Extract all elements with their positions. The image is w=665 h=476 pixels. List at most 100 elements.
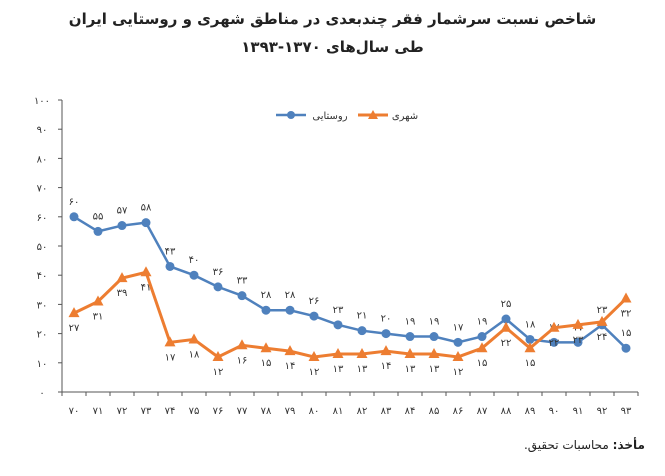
y-tick-label: ۰ [39,388,44,399]
rural-point [621,343,631,353]
urban-point [116,272,128,283]
urban-data-label: ۱۸ [189,349,200,360]
urban-point [428,348,440,359]
urban-point [404,348,416,359]
x-tick-label: ۸۷ [477,406,488,417]
x-tick-label: ۸۵ [429,406,440,417]
x-tick-label: ۸۰ [309,406,320,417]
rural-data-label: ۱۹ [477,317,488,328]
y-tick-label: ۲۰ [37,330,48,341]
y-tick-label: ۹۰ [37,125,48,136]
y-tick-label: ۶۰ [37,213,48,224]
rural-data-label: ۵۷ [117,206,128,217]
x-tick-label: ۸۸ [501,406,512,417]
series-line-urban [73,270,628,359]
urban-point [620,292,632,303]
urban-point [212,350,224,361]
y-tick-label: ۷۰ [37,184,48,195]
urban-data-label: ۲۲ [501,338,512,349]
rural-point [285,305,295,315]
x-tick-label: ۷۶ [213,406,224,417]
urban-data-label: ۱۳ [357,364,368,375]
urban-data-label: ۱۲ [309,367,320,378]
rural-data-label: ۵۵ [93,211,104,222]
urban-data-label: ۱۲ [453,367,464,378]
urban-point [308,350,320,361]
y-tick-label: ۱۰ [37,359,48,370]
urban-point [380,345,392,356]
rural-point [501,314,511,324]
x-tick-label: ۸۶ [453,406,464,417]
urban-data-label: ۱۲ [213,367,224,378]
rural-data-label: ۲۸ [285,290,296,301]
x-tick-label: ۷۲ [117,406,128,417]
rural-point [117,221,127,231]
rural-point [453,337,463,347]
legend-rural-marker [287,111,295,119]
x-tick-label: ۹۱ [573,406,584,417]
urban-data-label: ۲۳ [573,335,584,346]
rural-data-label: ۱۵ [621,328,632,339]
rural-point [405,332,415,342]
x-tick-label: ۸۴ [405,406,416,417]
x-tick-label: ۸۳ [381,406,392,417]
urban-data-label: ۱۳ [333,364,344,375]
rural-data-label: ۲۵ [501,299,512,310]
rural-point [333,320,343,330]
rural-data-label: ۱۸ [525,319,536,330]
rural-data-label: ۱۹ [429,317,440,328]
urban-point [596,315,608,326]
urban-point [188,333,200,344]
urban-point [356,348,368,359]
rural-data-label: ۲۱ [357,311,368,322]
y-tick-label: ۳۰ [37,300,48,311]
source-label: مأخذ: [612,438,645,452]
urban-data-label: ۳۱ [93,311,104,322]
source-text: محاسبات تحقیق. [523,438,609,452]
source-note: مأخذ: محاسبات تحقیق. [524,438,645,452]
rural-point [93,226,103,236]
x-tick-label: ۸۹ [525,406,536,417]
chart-subtitle: طی سال‌های ۱۳۷۰-۱۳۹۳ [241,38,424,56]
urban-data-label: ۱۳ [429,364,440,375]
y-tick-label: ۸۰ [37,154,48,165]
urban-point [164,336,176,347]
rural-point [429,332,439,342]
urban-data-label: ۱۴ [381,361,392,372]
rural-data-label: ۴۰ [189,255,200,266]
rural-point [165,261,175,271]
x-tick-label: ۷۸ [261,406,272,417]
urban-data-label: ۱۷ [165,352,176,363]
x-tick-label: ۷۵ [189,406,200,417]
urban-point [68,307,80,318]
urban-point [476,342,488,353]
rural-point [573,337,583,347]
urban-data-label: ۲۷ [69,323,80,334]
rural-point [477,332,487,342]
rural-point [549,337,559,347]
urban-point [524,342,536,353]
series-line-rural [73,215,627,350]
rural-data-label: ۲۳ [333,305,344,316]
rural-point [141,218,151,228]
rural-point [261,305,271,315]
urban-data-label: ۳۲ [621,309,632,320]
rural-data-label: ۳۶ [213,267,224,278]
chart-title: شاخص نسبت سرشمار فقر چندبعدی در مناطق شه… [68,10,597,28]
legend-urban-marker [368,110,378,119]
x-tick-label: ۷۰ [69,406,80,417]
urban-point [548,321,560,332]
x-tick-label: ۷۴ [165,406,176,417]
rural-point [189,270,199,280]
y-tick-label: ۴۰ [37,271,48,282]
x-tick-label: ۷۷ [237,406,248,417]
urban-data-label: ۱۵ [261,358,272,369]
urban-data-label: ۲۴ [597,332,608,343]
urban-data-label: ۴۱ [141,282,152,293]
x-tick-label: ۷۹ [285,406,296,417]
rural-point [525,334,535,344]
urban-data-label: ۳۹ [117,288,128,299]
urban-point [452,350,464,361]
y-tick-label: ۱۰۰ [34,96,50,107]
rural-data-label: ۱۹ [405,317,416,328]
